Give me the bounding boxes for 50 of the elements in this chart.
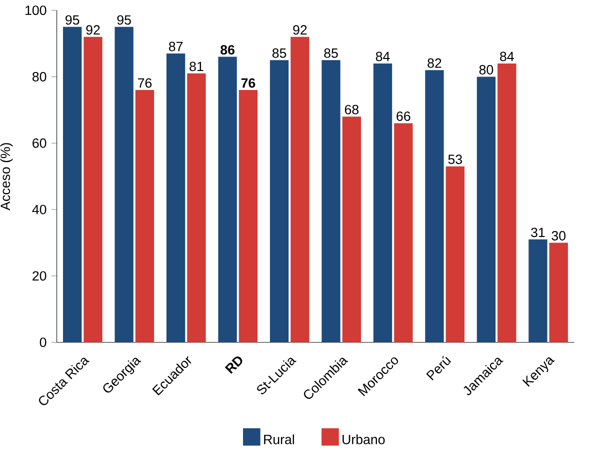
data-label: 85 (272, 48, 286, 58)
bar (498, 63, 516, 342)
data-label: 86 (220, 45, 234, 55)
data-label: 76 (138, 78, 152, 88)
data-label: 95 (66, 15, 80, 25)
data-label: 30 (552, 231, 566, 240)
y-tick-label: 0 (40, 338, 46, 348)
bar (270, 60, 289, 342)
bar (425, 70, 444, 342)
bar (373, 63, 392, 342)
data-label: 31 (531, 228, 545, 238)
data-label: 92 (86, 25, 100, 35)
bar (322, 60, 340, 342)
data-label: 66 (396, 112, 410, 121)
legend-label: Rural (264, 434, 294, 444)
y-tick-label: 60 (32, 138, 46, 148)
bar (394, 123, 413, 342)
bar (290, 36, 310, 342)
bar (528, 239, 548, 342)
y-tick-label: 20 (32, 271, 46, 281)
data-label: 87 (168, 42, 183, 52)
data-label: 76 (241, 78, 256, 88)
data-label: 80 (479, 65, 494, 74)
bar (166, 53, 186, 342)
y-axis-title: Acceso (%) (0, 143, 13, 210)
bar (63, 26, 82, 342)
bar (135, 90, 154, 342)
data-label: 82 (428, 58, 442, 68)
data-label: 92 (293, 25, 307, 35)
data-label: 84 (376, 52, 390, 62)
data-label: 81 (190, 62, 204, 72)
y-tick-label: 100 (26, 6, 46, 16)
bar (218, 56, 237, 342)
data-label: 84 (500, 52, 514, 62)
bar (238, 90, 258, 342)
bar (476, 76, 496, 342)
bar (549, 242, 568, 342)
data-label: 95 (117, 15, 131, 25)
y-tick-label: 80 (32, 72, 46, 82)
legend-label: Urbano (342, 434, 385, 444)
data-label: 53 (448, 154, 462, 164)
bar (446, 166, 464, 342)
bar (342, 116, 362, 342)
y-tick-label: 40 (32, 204, 46, 214)
bar (84, 36, 102, 342)
data-label: 68 (344, 104, 359, 114)
data-label: 85 (324, 48, 338, 58)
bar (187, 73, 206, 342)
x-tick-label: RD (224, 356, 242, 374)
bar (114, 26, 134, 342)
